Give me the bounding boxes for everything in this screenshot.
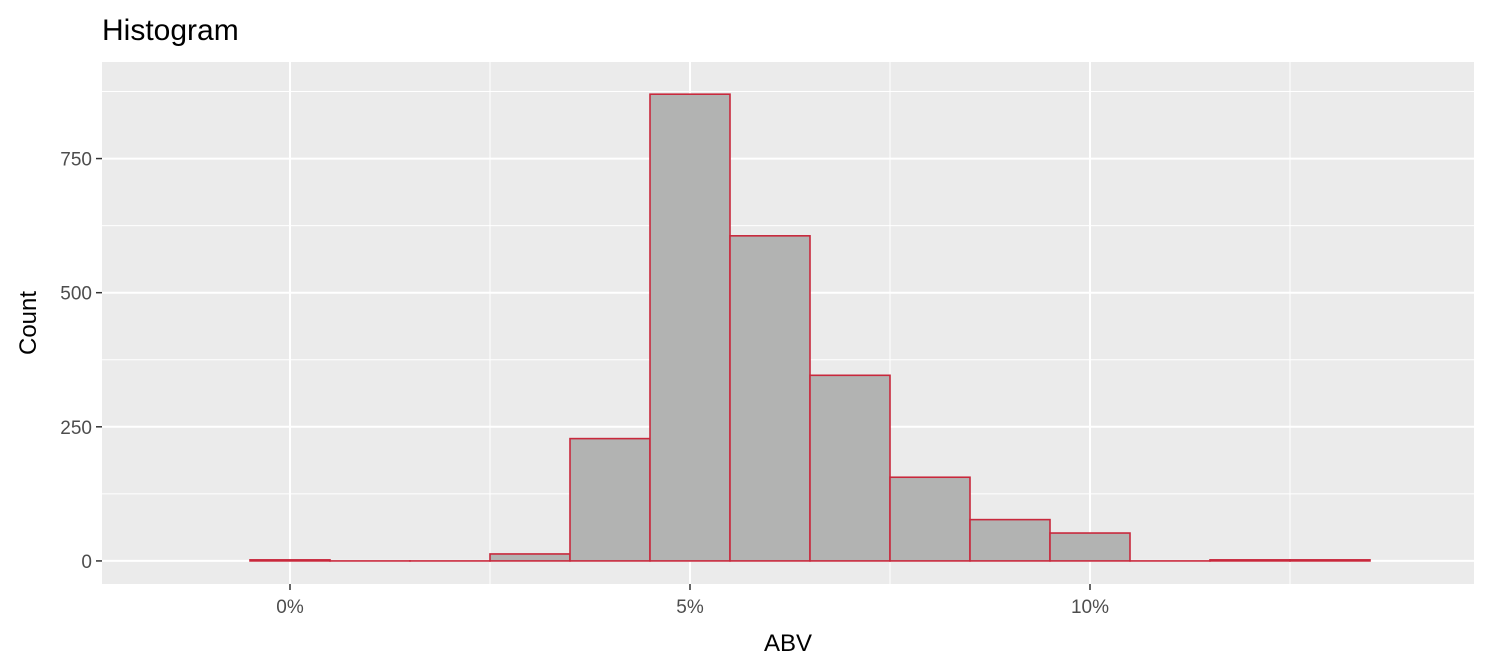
y-tick-label: 250: [60, 418, 92, 439]
chart-title: Histogram: [102, 14, 239, 47]
y-tick-label: 0: [81, 552, 92, 573]
x-tick-label: 5%: [676, 597, 704, 618]
histogram-bar: [809, 374, 891, 562]
x-tick-label: 0%: [276, 597, 304, 618]
histogram-bar: [249, 559, 331, 562]
y-axis-title: Count: [15, 291, 42, 355]
histogram-bar: [969, 518, 1051, 562]
histogram-bar: [1209, 559, 1291, 562]
y-tick-label: 500: [60, 284, 92, 305]
y-axis: 0 250 500 750: [60, 150, 102, 573]
histogram-bar: [569, 437, 651, 562]
histogram-bar: [1049, 532, 1131, 562]
histogram-bar: [1289, 559, 1371, 562]
histogram-bar: [729, 235, 811, 562]
histogram-bars: [249, 93, 1371, 562]
x-axis-title: ABV: [764, 630, 812, 657]
x-axis: 0% 5% 10%: [276, 584, 1109, 618]
y-tick-label: 750: [60, 150, 92, 171]
histogram-bar: [489, 553, 571, 562]
histogram-bar: [889, 476, 971, 562]
histogram-bar: [649, 93, 731, 562]
x-tick-label: 10%: [1071, 597, 1109, 618]
